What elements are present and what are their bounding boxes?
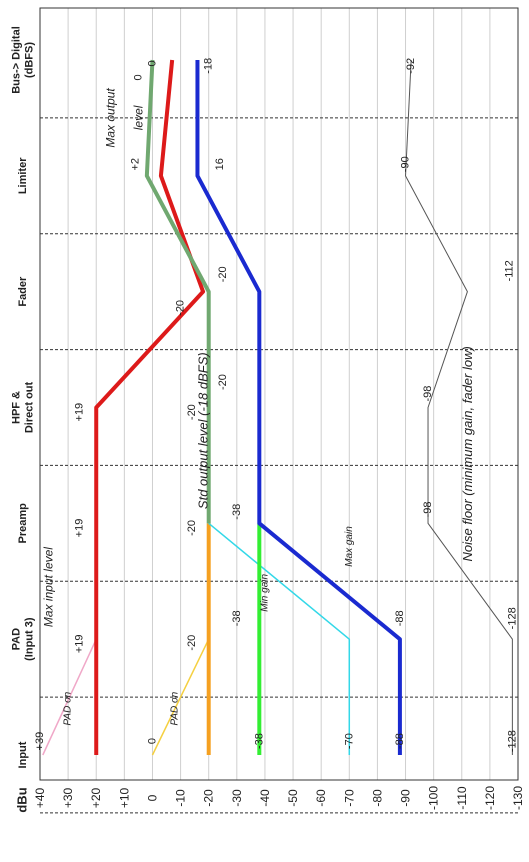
- y-tick-label: -40: [258, 789, 272, 807]
- y-tick-label: -50: [286, 789, 300, 807]
- grid: [39, 7, 519, 814]
- stage-label: (Input 3): [24, 617, 36, 661]
- value-label: 0: [132, 74, 144, 80]
- value-label: +2: [130, 158, 142, 171]
- value-label: -128: [506, 607, 518, 629]
- value-label: -92: [405, 58, 417, 74]
- value-label: 0: [146, 60, 158, 66]
- y-tick-label: -60: [314, 789, 328, 807]
- value-label: -128: [506, 730, 518, 752]
- y-tick-label: -30: [230, 789, 244, 807]
- value-label: +19: [73, 403, 85, 422]
- series-line: [42, 638, 97, 756]
- stage-label: Direct out: [24, 381, 36, 433]
- series-line: [405, 59, 513, 755]
- annotation: Noise floor (minimum gain, fader low): [460, 346, 475, 561]
- stage-labels: Input PAD (Input 3) Preamp HPF & Direct out Fa…: [11, 26, 36, 768]
- value-label: -20: [186, 404, 198, 420]
- value-label: +39: [34, 732, 46, 751]
- y-tick-label: 0: [145, 794, 159, 801]
- value-label: -20: [217, 266, 229, 282]
- series-lines: [42, 59, 513, 756]
- y-tick-label: -130: [511, 786, 525, 810]
- y-tick-labels: +40 +30 +20 +10 0 -10 -20 -30 -40 -50 -60 -70 -80 -90…: [33, 786, 525, 810]
- value-label: 16: [214, 158, 226, 170]
- stage-label: Preamp: [17, 503, 29, 544]
- y-tick-label: -90: [399, 789, 413, 807]
- y-tick-label: -70: [342, 789, 356, 807]
- series-line: [195, 60, 402, 755]
- value-label: -98: [422, 386, 434, 402]
- annotation: PAD on: [169, 691, 180, 725]
- stage-label: HPF &: [11, 391, 23, 424]
- y-tick-label: -20: [202, 789, 216, 807]
- y-tick-label: +20: [89, 787, 103, 808]
- value-label: -88: [394, 733, 406, 749]
- y-tick-label: -120: [483, 786, 497, 810]
- value-label: 0: [146, 738, 158, 744]
- annotation: Min gain: [259, 574, 270, 612]
- y-tick-label: +30: [61, 787, 75, 808]
- series-line: [151, 638, 210, 756]
- y-tick-label: +10: [117, 787, 131, 808]
- y-axis-label: dBu: [15, 787, 30, 812]
- y-tick-label: -10: [174, 789, 188, 807]
- value-label: -20: [175, 300, 187, 316]
- series-line: [208, 522, 351, 755]
- annotation: Max output: [103, 88, 117, 148]
- annotation: Max input level: [41, 547, 55, 627]
- value-label: +19: [73, 634, 85, 653]
- y-tick-label: -110: [455, 786, 469, 809]
- value-labels: +39 0 -38 -70 -88 -128 +19 -20 -38 -88 -128 +19 -20 -…: [34, 58, 518, 752]
- stage-label: PAD: [11, 628, 23, 650]
- value-label: -18: [203, 58, 215, 74]
- value-label: -90: [400, 156, 412, 172]
- value-label: -38: [231, 610, 243, 626]
- stage-label: Limiter: [17, 157, 29, 194]
- y-tick-label: +40: [33, 787, 47, 808]
- value-label: -112: [504, 260, 516, 281]
- annotations: PAD on Max input level PAD on Min gain Max g…: [41, 88, 474, 726]
- y-tick-label: -80: [370, 789, 384, 807]
- annotation: PAD on: [63, 691, 74, 725]
- value-label: -20: [186, 635, 198, 651]
- value-label: -20: [217, 374, 229, 390]
- value-label: -38: [231, 504, 243, 520]
- value-label: -88: [394, 610, 406, 626]
- stage-label: Bus-> Digital: [11, 26, 23, 94]
- stage-label: (dBFS): [24, 42, 36, 78]
- series-line: [94, 59, 206, 755]
- stage-label: Input: [17, 741, 29, 768]
- value-label: -98: [422, 501, 434, 517]
- value-label: +19: [73, 519, 85, 538]
- annotation: Std output level (-18 dBFS): [196, 352, 211, 509]
- annotation: level: [131, 105, 145, 130]
- value-label: -70: [343, 733, 355, 749]
- y-tick-label: -100: [427, 786, 441, 810]
- plot-frame: [39, 7, 519, 781]
- value-label: -20: [186, 520, 198, 536]
- stage-label: Fader: [17, 276, 29, 307]
- value-label: -38: [253, 733, 265, 749]
- annotation: Max gain: [344, 526, 355, 567]
- series-line: [144, 59, 211, 524]
